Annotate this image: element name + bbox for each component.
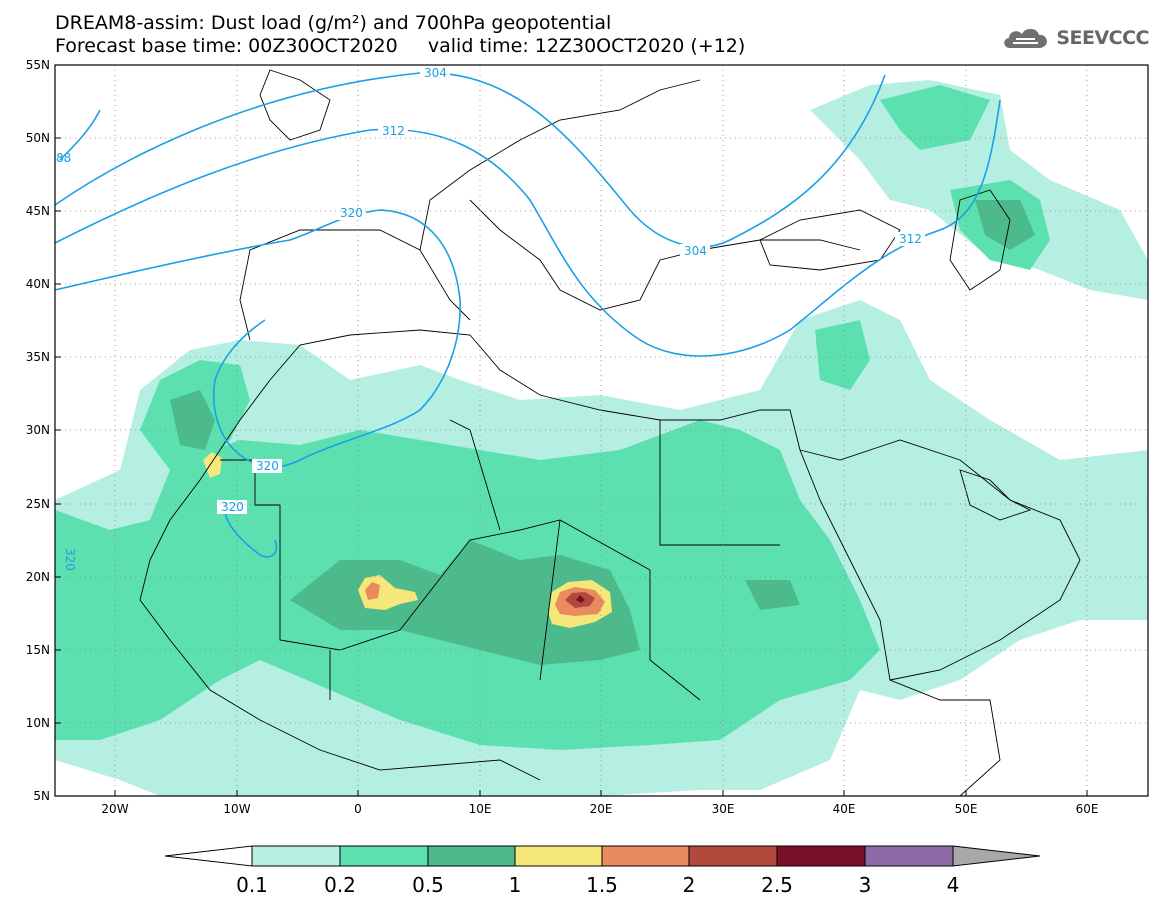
dust-layer-dark-4	[745, 580, 800, 610]
colorbar-swatch-8	[864, 845, 954, 867]
dust-field	[55, 80, 1148, 796]
contour-label-312a: 312	[382, 124, 405, 138]
lat-label-35n: 35N	[26, 350, 50, 364]
contour-label-304a: 304	[424, 66, 447, 80]
lon-axis: 20W 10W 0 10E 20E 30E 40E 50E 60E	[101, 790, 1098, 816]
colorbar-swatch-1	[251, 845, 341, 867]
contour-label-304b: 304	[684, 244, 707, 258]
lat-label-5n: 5N	[33, 789, 50, 803]
contour-312	[55, 99, 1001, 357]
lon-label-40e: 40E	[833, 802, 856, 816]
dust-layer-orange-1	[365, 582, 380, 600]
lon-label-50e: 50E	[955, 802, 978, 816]
contour-label-312b: 312	[899, 232, 922, 246]
lat-label-15n: 15N	[26, 643, 50, 657]
logo-text: SEEVCCC	[1056, 27, 1149, 49]
colorbar-label-1-5: 1.5	[586, 873, 618, 897]
lon-label-20e: 20E	[590, 802, 613, 816]
dust-layer-dark	[290, 540, 640, 665]
cloud-icon	[1004, 28, 1048, 48]
grid	[55, 65, 1148, 796]
lat-label-25n: 25N	[26, 497, 50, 511]
contour-320-b	[223, 499, 278, 558]
contour-288	[59, 109, 101, 161]
lat-label-40n: 40N	[26, 277, 50, 291]
colorbar-label-1: 1	[509, 873, 522, 897]
lon-label-10e: 10E	[469, 802, 492, 816]
lat-label-30n: 30N	[26, 423, 50, 437]
dust-layer-dark-3	[975, 200, 1035, 250]
colorbar-swatch-3	[427, 845, 516, 867]
dust-layer-darkred	[576, 595, 585, 603]
colorbar-label-2: 2	[683, 873, 696, 897]
dust-layer-yellow-3	[203, 452, 222, 478]
lon-label-0: 0	[354, 802, 362, 816]
lat-axis: 55N 50N 45N 40N 35N 30N 25N 20N 15N 10N …	[26, 58, 61, 803]
lat-label-45n: 45N	[26, 204, 50, 218]
colorbar	[164, 845, 1041, 867]
contour-304	[55, 72, 886, 248]
dust-layer-medium-ne	[880, 85, 990, 150]
lon-label-60e: 60E	[1076, 802, 1099, 816]
lat-label-10n: 10N	[26, 716, 50, 730]
colorbar-labels: 0.1 0.2 0.5 1 1.5 2 2.5 3 4	[236, 873, 959, 897]
contour-label-320b: 320	[256, 459, 279, 473]
colorbar-label-0-2: 0.2	[324, 873, 356, 897]
map-subtitle: Forecast base time: 00Z30OCT2020 valid t…	[55, 35, 746, 57]
coastline-blacksea	[759, 209, 901, 271]
colorbar-swatch-7	[776, 845, 866, 867]
lat-label-55n: 55N	[26, 58, 50, 72]
colorbar-arrow-left	[164, 845, 253, 867]
lat-label-20n: 20N	[26, 570, 50, 584]
contour-320	[55, 209, 461, 468]
colorbar-label-2-5: 2.5	[761, 873, 793, 897]
dust-layer-medium-levant	[815, 320, 870, 390]
contour-label-320c: 320	[221, 500, 244, 514]
contour-label-320a: 320	[340, 206, 363, 220]
seevccc-logo: SEEVCCC	[1000, 24, 1149, 52]
lat-label-50n: 50N	[26, 131, 50, 145]
lon-label-20w: 20W	[101, 802, 128, 816]
colorbar-swatch-5	[601, 845, 690, 867]
colorbar-swatch-2	[339, 845, 429, 867]
colorbar-label-4: 4	[947, 873, 960, 897]
coastline-europe	[239, 79, 861, 341]
coastline-westafrica	[139, 599, 541, 781]
coastline-caspian	[949, 189, 1011, 291]
colorbar-arrow-right	[952, 845, 1041, 867]
colorbar-label-3: 3	[859, 873, 872, 897]
lon-label-30e: 30E	[712, 802, 735, 816]
dust-layer-dark-2	[170, 390, 215, 450]
colorbar-swatch-6	[688, 845, 778, 867]
coastline-uk	[259, 69, 331, 141]
contour-label-edge: 320	[63, 548, 77, 571]
geopotential-contours	[55, 72, 1001, 558]
colorbar-label-0-5: 0.5	[412, 873, 444, 897]
colorbar-label-0-1: 0.1	[236, 873, 268, 897]
lon-label-10w: 10W	[223, 802, 250, 816]
contour-label-288: 88	[56, 151, 71, 165]
map-title: DREAM8-assim: Dust load (g/m²) and 700hP…	[55, 12, 612, 34]
contour-labels: 304 312 320 304 312 320 320 88 320	[56, 66, 925, 571]
coastline-gulf	[959, 469, 1032, 521]
colorbar-swatch-4	[514, 845, 603, 867]
